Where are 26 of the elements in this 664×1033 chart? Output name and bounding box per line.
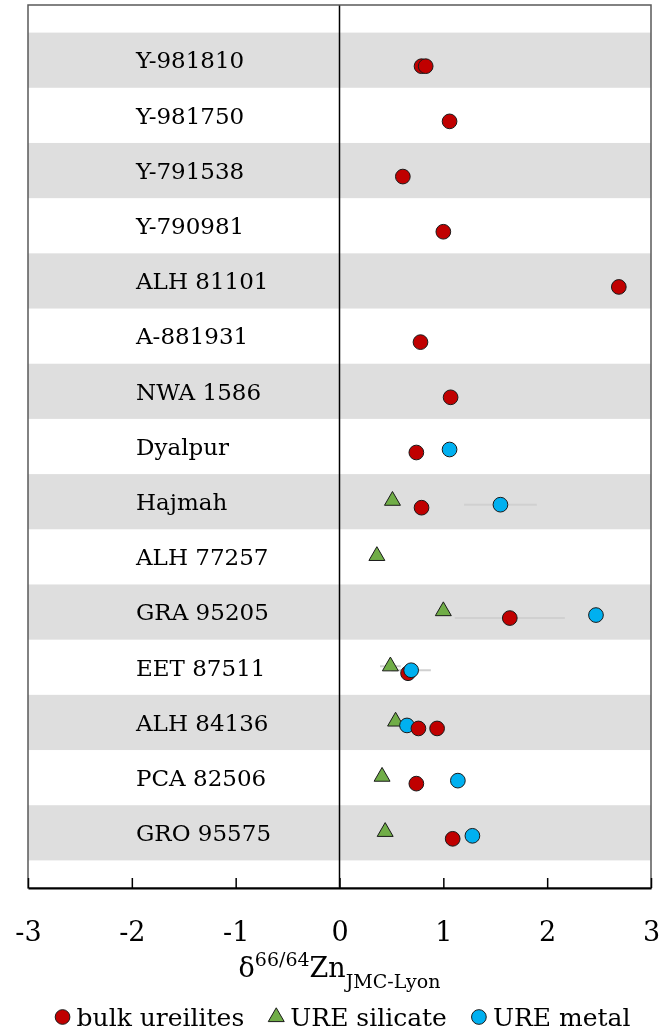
y-tick-label: ALH 81101 <box>135 268 269 295</box>
y-tick-label: PCA 82506 <box>136 764 267 791</box>
y-tick-label: GRO 95575 <box>136 820 272 847</box>
x-tick-label: 2 <box>539 916 557 948</box>
y-tick-label: Y-791538 <box>135 157 245 184</box>
y-tick-label: ALH 84136 <box>135 709 269 736</box>
y-tick-label: Y-981810 <box>135 47 245 74</box>
y-tick-label: Hajmah <box>136 488 228 515</box>
y-tick-label: EET 87511 <box>136 654 266 681</box>
legend-label: bulk ureilites <box>76 1003 245 1032</box>
x-tick-label: -2 <box>119 916 146 948</box>
x-axis-title: δ$^{66/64}$Zn$_{JMC-Lyon}$ <box>238 948 441 992</box>
x-tick-label: -1 <box>223 916 250 948</box>
x-tick-label: -3 <box>15 916 42 948</box>
y-tick-label: Dyalpur <box>136 433 230 460</box>
y-tick-label: A-881931 <box>135 323 249 350</box>
x-tick-label: 0 <box>331 916 349 948</box>
legend-label: URE silicate <box>290 1003 447 1032</box>
y-tick-label: ALH 77257 <box>135 544 269 571</box>
x-tick-label: 1 <box>435 916 453 948</box>
y-tick-label: NWA 1586 <box>136 378 262 405</box>
y-tick-label: Y-790981 <box>135 213 245 240</box>
y-tick-label: GRA 95205 <box>136 599 269 626</box>
y-tick-label: Y-981750 <box>135 102 245 129</box>
x-tick-label: 3 <box>642 916 661 948</box>
legend-label: URE metal <box>492 1003 631 1032</box>
